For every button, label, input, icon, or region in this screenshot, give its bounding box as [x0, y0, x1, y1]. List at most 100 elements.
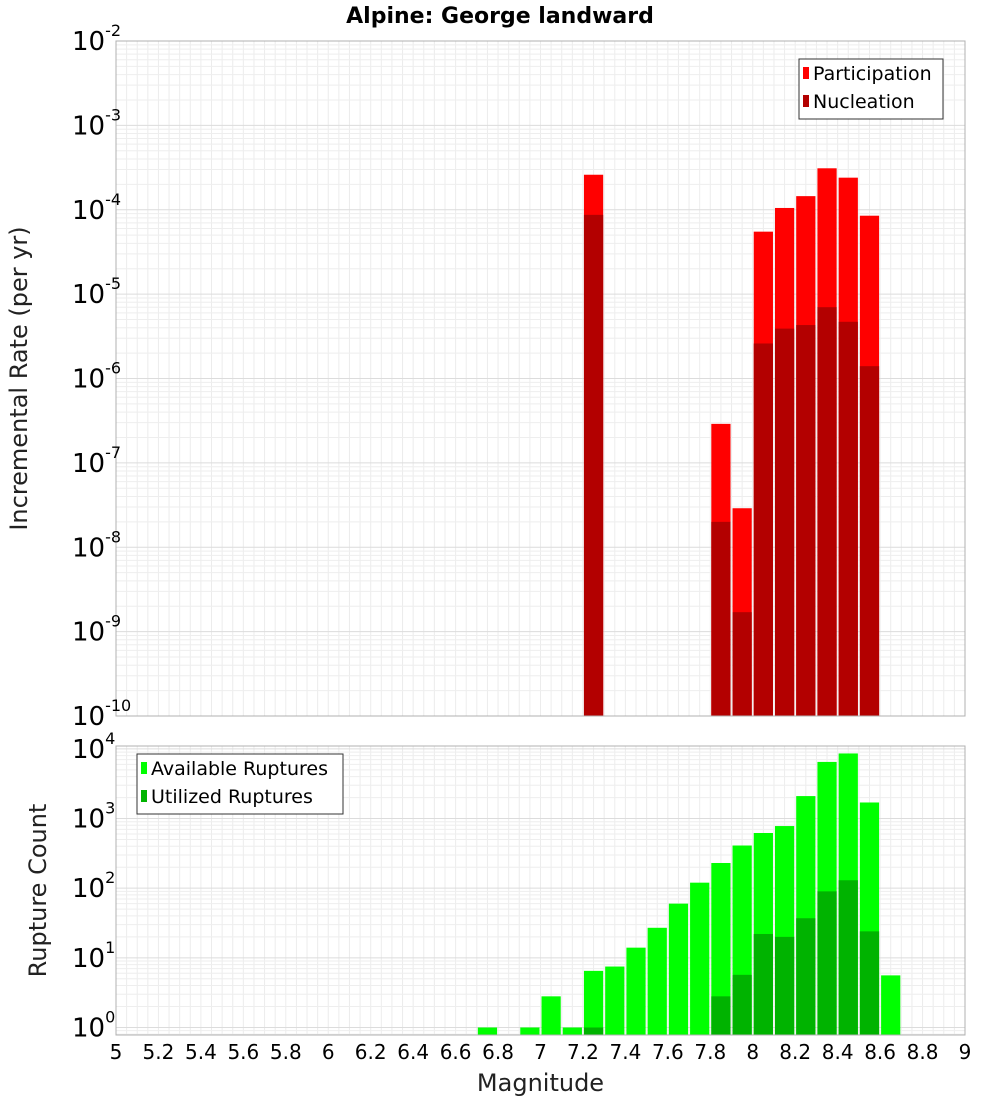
x-tick-label: 5.8	[270, 1040, 302, 1064]
bar	[668, 903, 689, 1035]
bar	[626, 947, 646, 1035]
legend: Participation Nucleation	[798, 58, 944, 120]
x-tick-label: 5	[110, 1040, 123, 1064]
bar	[477, 1027, 498, 1035]
bar	[583, 214, 604, 716]
legend-box	[798, 58, 944, 120]
y-tick-label: 10-3	[72, 105, 121, 141]
x-tick-label: 9	[959, 1040, 972, 1064]
bar	[881, 975, 901, 1035]
bar	[583, 1027, 604, 1035]
x-tick-label: 8.8	[907, 1040, 939, 1064]
bar	[859, 931, 880, 1035]
legend-swatch	[141, 762, 147, 774]
legend: Available Ruptures Utilized Ruptures	[136, 753, 344, 815]
bar	[796, 325, 816, 716]
y-tick-base: 10	[72, 944, 105, 974]
y-tick-exp: -7	[105, 443, 121, 462]
bar	[859, 366, 880, 716]
y-tick-exp: -4	[105, 190, 121, 209]
bar	[562, 1027, 582, 1035]
bar	[583, 970, 604, 1035]
y-tick-exp: 4	[105, 729, 115, 748]
legend-swatch	[803, 67, 809, 79]
y-tick-exp: -5	[105, 274, 121, 293]
rate-panel: 10-1010-910-810-710-610-510-410-310-2Inc…	[5, 21, 966, 732]
x-tick-label: 8	[746, 1040, 759, 1064]
grid-lines	[115, 40, 966, 717]
y-tick-exp: -6	[105, 359, 121, 378]
x-tick-label: 8.4	[822, 1040, 854, 1064]
y-tick-label: 10-9	[72, 612, 121, 648]
x-tick-label: 7.4	[609, 1040, 641, 1064]
x-tick-label: 6.6	[440, 1040, 472, 1064]
bar	[817, 307, 837, 716]
x-tick-label: 5.6	[227, 1040, 259, 1064]
x-tick-label: 8.6	[864, 1040, 896, 1064]
x-tick-label: 5.4	[185, 1040, 217, 1064]
y-tick-base: 10	[72, 1013, 105, 1043]
y-tick-label: 101	[72, 938, 115, 974]
series-nucleation	[583, 214, 880, 716]
y-tick-exp: 0	[105, 1007, 115, 1026]
bar	[541, 996, 561, 1035]
y-tick-label: 100	[72, 1007, 115, 1043]
y-tick-exp: 2	[105, 868, 115, 887]
y-tick-label: 10-2	[72, 21, 121, 57]
y-tick-label: 102	[72, 868, 115, 904]
y-tick-exp: 3	[105, 799, 115, 818]
bar	[690, 882, 710, 1035]
y-tick-label: 104	[72, 729, 115, 765]
bar	[711, 862, 731, 1035]
x-tick-label: 6	[322, 1040, 335, 1064]
bar	[647, 927, 667, 1035]
x-tick-label: 7	[534, 1040, 547, 1064]
y-tick-exp: -2	[105, 21, 121, 40]
bar	[732, 612, 752, 716]
y-tick-exp: 1	[105, 938, 115, 957]
bar	[838, 880, 858, 1035]
x-tick-label: 7.8	[694, 1040, 726, 1064]
y-tick-label: 10-8	[72, 527, 121, 563]
legend-label: Available Ruptures	[151, 758, 328, 780]
bar	[711, 996, 731, 1035]
y-tick-base: 10	[72, 735, 105, 765]
y-tick-label: 10-6	[72, 359, 121, 395]
bar	[817, 891, 837, 1035]
x-tick-label: 6.2	[355, 1040, 387, 1064]
y-tick-base: 10	[72, 618, 105, 648]
y-tick-label: 10-7	[72, 443, 121, 479]
bar	[796, 918, 816, 1035]
chart-title: Alpine: George landward	[346, 4, 654, 29]
x-tick-label: 7.6	[652, 1040, 684, 1064]
y-tick-label: 10-5	[72, 274, 121, 310]
legend-box	[136, 753, 344, 815]
series-utilized-ruptures	[583, 880, 880, 1035]
legend-swatch	[141, 790, 147, 802]
legend-label: Utilized Ruptures	[151, 786, 313, 808]
legend-label: Participation	[813, 63, 932, 85]
bar	[753, 343, 773, 716]
y-axis-label: Rupture Count	[24, 804, 52, 978]
plot-border	[115, 40, 966, 717]
x-tick-label: 6.4	[397, 1040, 429, 1064]
y-tick-base: 10	[72, 449, 105, 479]
bar	[838, 321, 858, 716]
y-tick-base: 10	[72, 533, 105, 563]
y-tick-base: 10	[72, 196, 105, 226]
bar	[520, 1027, 540, 1035]
y-tick-base: 10	[72, 805, 105, 835]
bar	[605, 966, 625, 1035]
y-tick-exp: -3	[105, 105, 121, 124]
plot-border	[115, 745, 966, 1036]
bar	[753, 933, 773, 1035]
y-tick-label: 10-4	[72, 190, 121, 226]
y-tick-exp: -9	[105, 612, 121, 631]
y-tick-base: 10	[72, 365, 105, 395]
bar	[732, 974, 752, 1035]
x-axis-label: Magnitude	[477, 1069, 604, 1097]
y-tick-base: 10	[72, 27, 105, 57]
